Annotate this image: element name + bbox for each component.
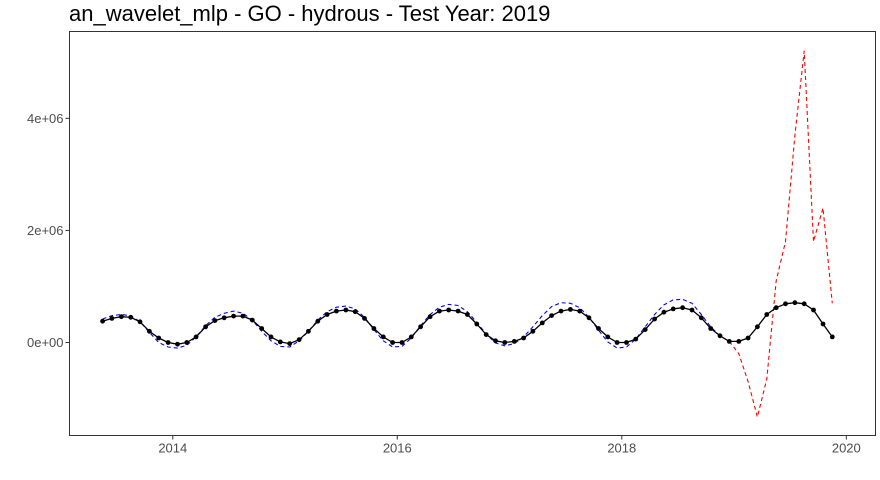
observed-data-point [792, 300, 798, 306]
observed-data-point [371, 326, 377, 331]
observed-data-point [521, 335, 526, 341]
chart-title: an_wavelet_mlp - GO - hydrous - Test Yea… [69, 1, 550, 26]
observed-data-point [399, 340, 405, 345]
observed-data-point [465, 312, 470, 317]
observed-data-point [259, 326, 265, 331]
observed-data-point [193, 334, 199, 340]
observed-data-point [755, 324, 760, 330]
y-tick-label: 0e+00 [27, 335, 64, 350]
observed-data-point [726, 339, 732, 344]
observed-data-point [820, 321, 826, 327]
observed-data-point [203, 324, 209, 330]
observed-data-point [596, 326, 601, 331]
observed-data-point [184, 340, 190, 345]
observed-data-point [119, 314, 124, 320]
observed-data-point [380, 334, 386, 340]
x-tick-label: 2014 [158, 441, 187, 456]
observed-data-point [343, 307, 349, 313]
observed-data-point [652, 316, 657, 322]
observed-data-point [474, 321, 480, 327]
observed-data-point [558, 308, 564, 314]
observed-data-point [661, 309, 667, 315]
axes: 2014 2016 2018 2020 0e+00 2e+06 4e+06 [27, 111, 861, 456]
observed-data-point [605, 334, 611, 340]
observed-data-point [240, 313, 246, 319]
observed-data-point [165, 340, 171, 345]
observed-data-point [829, 334, 835, 340]
observed-data-point [277, 339, 283, 345]
x-tick-label: 2020 [832, 441, 861, 456]
observed-data-point [418, 324, 423, 330]
observed-data-point [801, 301, 807, 307]
observed-data-point [231, 313, 237, 319]
observed-data-point [783, 301, 788, 307]
observed-data-point [212, 318, 218, 323]
observed-data-point [568, 307, 573, 312]
observed-data-point [427, 314, 433, 320]
observed-data-point [680, 305, 685, 311]
observed-data-point [408, 334, 414, 340]
y-tick-label: 2e+06 [27, 223, 64, 238]
series-group [100, 50, 835, 418]
observed-data-point [708, 326, 714, 331]
observed-data-point [698, 315, 704, 321]
observed-data-point [362, 316, 367, 321]
observed-data-point [586, 315, 592, 321]
observed-data-point [437, 308, 442, 314]
observed-data-point [577, 308, 583, 314]
observed-series-line [102, 302, 833, 345]
observed-data-point [530, 328, 536, 334]
observed-data-point [483, 332, 489, 337]
observed-data-point [287, 341, 293, 346]
observed-data-point [549, 313, 554, 318]
observed-data-point [614, 340, 620, 345]
observed-data-point [137, 319, 143, 325]
observed-data-point [390, 340, 395, 345]
observed-data-point [633, 336, 639, 342]
plot-panel-border [69, 31, 876, 436]
x-tick-label: 2016 [383, 441, 412, 456]
observed-data-point [736, 339, 742, 344]
observed-data-point [109, 316, 115, 321]
observed-data-point [642, 327, 648, 332]
observed-data-point [811, 307, 816, 313]
observed-data-point [249, 317, 255, 323]
observed-data-point [352, 309, 358, 315]
observed-data-point [502, 340, 508, 345]
observed-data-point [689, 307, 695, 313]
y-tick-label: 4e+06 [27, 111, 64, 126]
observed-data-point [221, 315, 227, 321]
observed-data-point [446, 307, 452, 313]
observed-data-point [511, 339, 517, 344]
observed-data-point [147, 328, 152, 334]
observed-data-point [745, 335, 751, 341]
observed-data-point [334, 308, 339, 314]
observed-data-point [128, 314, 134, 320]
observed-data-point [100, 318, 105, 324]
observed-data-point [539, 320, 545, 326]
observed-data-point [670, 306, 676, 312]
observed-data-point [306, 328, 311, 334]
observed-data-point [764, 312, 770, 317]
observed-data-point [493, 338, 498, 344]
observed-data-point [296, 337, 302, 343]
observed-data-point [315, 318, 321, 324]
observed-data-point [624, 340, 629, 345]
observed-data-point [773, 305, 779, 311]
forecast-series-line [728, 50, 833, 418]
observed-data-point [268, 334, 274, 340]
observed-data-point [324, 312, 330, 317]
x-tick-label: 2018 [607, 441, 636, 456]
observed-data-point [455, 308, 461, 314]
observed-data-point [175, 341, 180, 347]
observed-data-point [156, 335, 162, 341]
observed-data-point [717, 333, 723, 339]
